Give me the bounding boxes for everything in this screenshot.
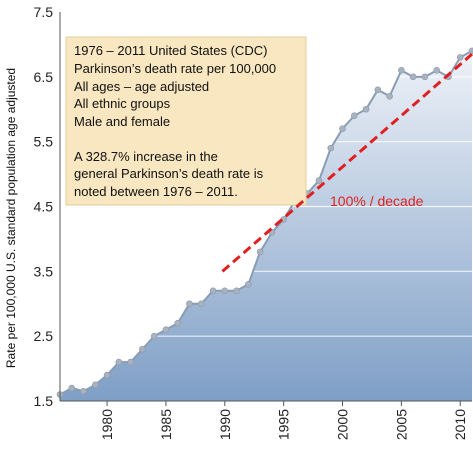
y-tick-label: 3.5 — [34, 263, 54, 279]
data-point — [468, 47, 473, 55]
y-tick-label: 6.5 — [34, 69, 54, 85]
data-point — [197, 300, 205, 308]
data-point — [374, 86, 382, 94]
info-line: 1976 – 2011 United States (CDC) — [74, 43, 267, 58]
data-point — [456, 54, 464, 61]
y-tick-label: 4.5 — [34, 199, 54, 215]
info-line: All ethnic groups — [74, 96, 171, 111]
x-tick-label: 2010 — [452, 409, 468, 440]
data-point — [245, 280, 252, 288]
data-point — [186, 300, 193, 308]
x-tick-label: 1985 — [158, 409, 174, 440]
data-point — [256, 248, 264, 256]
data-point — [315, 177, 323, 184]
data-point — [115, 358, 123, 366]
trend-line-label: 100% / decade — [330, 193, 424, 209]
series-area — [60, 50, 472, 402]
info-note-line: A 328.7% increase in the — [74, 149, 218, 164]
data-point — [221, 287, 229, 295]
x-tick-label: 2000 — [335, 409, 351, 440]
info-box: 1976 – 2011 United States (CDC) Parkinso… — [65, 36, 307, 206]
data-point — [339, 125, 346, 132]
x-tick-label: 1995 — [276, 409, 292, 440]
data-point — [174, 319, 182, 327]
data-point — [209, 287, 217, 295]
info-note-line: noted between 1976 – 2011. — [74, 184, 238, 199]
y-axis-ticks: 1.5 2.5 3.5 4.5 5.5 6.5 7.5 — [34, 4, 54, 409]
x-axis-ticks: 1980 1985 1990 1995 2000 2005 2010 — [99, 401, 468, 440]
y-axis-label: Rate per 100,000 U.S. standard populatio… — [4, 68, 18, 368]
data-point — [421, 73, 429, 81]
data-point — [409, 73, 417, 81]
data-point — [139, 345, 146, 353]
x-tick-label: 2005 — [393, 409, 409, 440]
info-line: Parkinson’s death rate per 100,000 — [74, 61, 276, 76]
data-point — [127, 358, 134, 366]
data-point — [362, 105, 370, 113]
info-line: All ages – age adjusted — [74, 79, 209, 94]
data-point — [150, 332, 158, 340]
y-tick-label: 2.5 — [34, 328, 54, 344]
data-point — [433, 67, 440, 74]
x-tick-label: 1980 — [99, 409, 115, 440]
info-line: Male and female — [74, 114, 170, 129]
data-point — [103, 371, 111, 379]
data-point — [386, 92, 393, 100]
data-point — [92, 381, 99, 389]
data-point — [68, 384, 76, 392]
data-point — [350, 112, 358, 120]
y-tick-label: 7.5 — [34, 4, 54, 20]
info-note-line: general Parkinson’s death rate is — [74, 166, 264, 181]
data-point — [233, 287, 240, 295]
y-tick-label: 5.5 — [34, 134, 54, 150]
data-point — [80, 387, 87, 395]
data-point — [327, 144, 335, 152]
data-point — [162, 326, 170, 333]
x-tick-label: 1990 — [217, 409, 233, 440]
data-point — [398, 67, 405, 74]
y-tick-label: 1.5 — [34, 393, 54, 409]
